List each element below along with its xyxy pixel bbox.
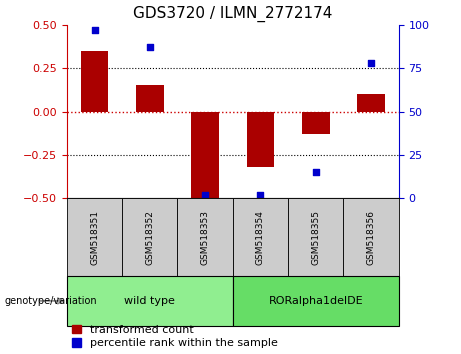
Text: genotype/variation: genotype/variation [5,296,97,306]
Bar [233,276,399,326]
Bar [233,198,288,276]
Point [91,27,98,33]
Point [201,192,209,198]
Bar [247,112,274,167]
Bar [191,112,219,198]
Text: GSM518354: GSM518354 [256,210,265,265]
Text: GSM518355: GSM518355 [311,210,320,265]
Bar [67,276,233,326]
Point [257,192,264,198]
Point [146,45,154,50]
Text: GSM518351: GSM518351 [90,210,99,265]
Text: GSM518356: GSM518356 [366,210,376,265]
Bar [357,94,385,112]
Text: GSM518353: GSM518353 [201,210,210,265]
Point [367,60,375,66]
Bar [122,198,177,276]
Bar [67,198,122,276]
Legend: transformed count, percentile rank within the sample: transformed count, percentile rank withi… [72,325,278,348]
Text: wild type: wild type [124,296,175,306]
Text: GSM518352: GSM518352 [145,210,154,265]
Bar [177,198,233,276]
Bar [81,51,108,112]
Bar [302,112,330,134]
Text: RORalpha1delDE: RORalpha1delDE [268,296,363,306]
Point [312,170,319,175]
Title: GDS3720 / ILMN_2772174: GDS3720 / ILMN_2772174 [133,6,332,22]
Bar [136,85,164,112]
Bar [343,198,399,276]
Bar [288,198,343,276]
